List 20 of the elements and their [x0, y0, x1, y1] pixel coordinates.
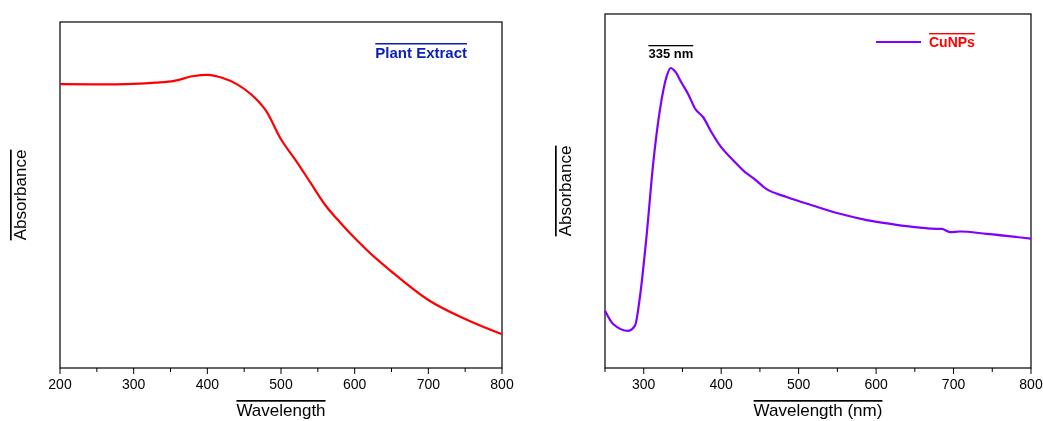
x-tick-label: 200 — [48, 376, 72, 392]
x-tick-label: 300 — [121, 376, 146, 392]
x-tick-label: 300 — [632, 376, 656, 392]
y-axis-title: Absorbance — [11, 149, 30, 241]
x-tick-label: 500 — [269, 376, 293, 392]
annotation: 335 nm — [648, 46, 694, 61]
x-tick-label: 700 — [941, 376, 966, 392]
x-tick-label: 500 — [786, 376, 811, 392]
x-tick-label: 400 — [195, 376, 220, 392]
x-tick-label: 600 — [342, 376, 367, 392]
y-axis-title: Absorbance — [556, 145, 575, 237]
x-axis-title: Wavelength — [236, 401, 326, 420]
x-tick-label: 600 — [864, 376, 888, 392]
legend-label: CuNPs — [929, 34, 976, 50]
x-tick-label: 400 — [709, 376, 734, 392]
x-tick-label: 800 — [490, 376, 514, 392]
x-tick-label: 800 — [1019, 376, 1043, 392]
x-axis-title: Wavelength (nm) — [753, 401, 883, 420]
x-tick-label: 700 — [416, 376, 441, 392]
text: Plant Extract — [375, 44, 467, 61]
